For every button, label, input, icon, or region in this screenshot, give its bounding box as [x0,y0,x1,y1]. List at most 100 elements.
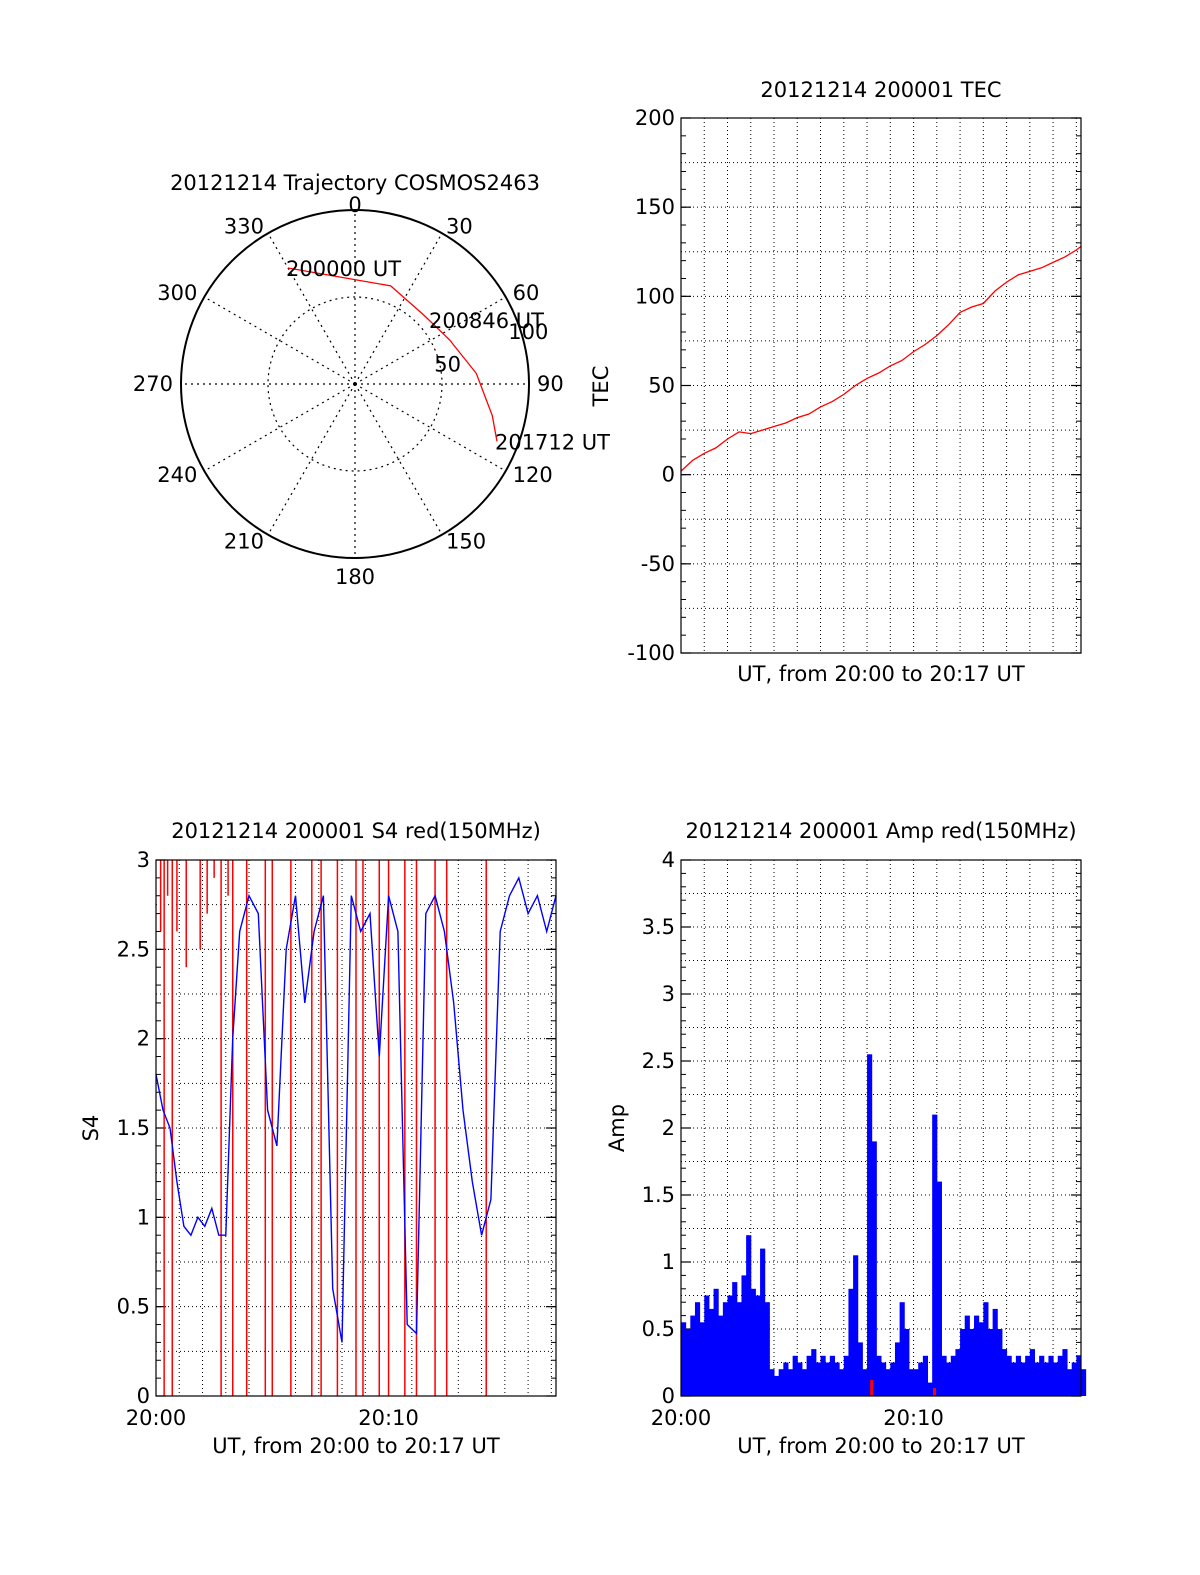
amp-bar [769,1369,775,1396]
y-tick-label: 1 [662,1250,675,1274]
tec-xlabel: UT, from 20:00 to 20:17 UT [737,662,1025,686]
amp-bar [1048,1355,1054,1396]
amp-bar [722,1302,729,1396]
y-tick-label: 150 [635,195,675,219]
polar-angle-label: 240 [157,463,197,487]
y-tick-label: 3.5 [642,915,675,939]
polar-angle-label: 210 [224,530,264,554]
amp-bar [899,1302,905,1396]
amp-bar [792,1355,798,1396]
trajectory-time-label: 200846 UT [429,309,544,333]
amp-bar [829,1355,835,1396]
trajectory-time-label: 200000 UT [286,257,401,281]
polar-spoke [354,233,443,385]
polar-title: 20121214 Trajectory COSMOS2463 [170,171,540,195]
amp-bar [1039,1355,1045,1396]
trajectory-line [287,267,498,442]
s4-y-tick-labels: 0 0.5 1 1.5 2 2.5 3 [117,848,150,1408]
amp-bar [987,1329,994,1396]
amp-bar [727,1295,733,1396]
amp-bar [750,1288,756,1396]
amp-bar [685,1329,691,1396]
y-tick-label: -50 [641,552,675,576]
amp-bar [867,1054,873,1396]
polar-angle-label: 300 [157,281,197,305]
tec-series [680,245,1082,472]
amp-bar [894,1342,901,1396]
amp-title: 20121214 200001 Amp red(150MHz) [685,819,1076,843]
amp-x-tick-labels: 20:00 20:10 [651,1406,944,1430]
amp-bar [718,1315,724,1396]
amp-bar [904,1329,910,1396]
s4-plot: 20121214 200001 S4 red(150MHz) 0 0.5 1 1.5 2… [79,819,557,1458]
amp-bar [1067,1369,1073,1396]
amp-bar [932,1114,938,1396]
amp-bar [834,1362,840,1396]
tec-line [680,245,1082,472]
amp-bar [811,1349,817,1396]
amp-bar [820,1355,826,1396]
tec-frame [680,117,1082,654]
amp-bar [913,1369,919,1396]
polar-spoke [267,233,356,385]
amp-bar [908,1369,915,1396]
amp-bar [1006,1355,1012,1396]
amp-ylabel: Amp [605,1104,629,1152]
polar-angle-label: 30 [446,214,473,238]
amp-bar [787,1369,794,1396]
amp-bar [1001,1349,1008,1396]
trajectory-time-label: 201712 UT [495,430,610,454]
y-tick-label: 1.5 [642,1183,675,1207]
amp-bar [690,1315,696,1396]
polar-angle-label: 150 [446,530,486,554]
y-tick-label: 3 [137,848,150,872]
amp-bar [1043,1362,1049,1396]
amp-bar [713,1288,719,1396]
s4-frame [155,859,557,1397]
amp-bar [732,1282,738,1396]
y-tick-label: 1 [137,1205,150,1229]
amp-bar [857,1342,863,1396]
polar-angle-label: 120 [513,463,553,487]
tec-title: 20121214 200001 TEC [760,78,1001,102]
x-tick-label: 20:00 [651,1406,712,1430]
polar-radius-labels: 50 100 [434,320,548,377]
amp-plot: 20121214 200001 Amp red(150MHz) 0 0.5 1 1.5… [605,819,1087,1458]
polar-angle-label: 0 [348,193,361,217]
amp-bar [1015,1355,1022,1396]
amp-bar [1076,1355,1082,1396]
amp-bar [969,1329,975,1396]
s4-title: 20121214 200001 S4 red(150MHz) [171,819,541,843]
amp-bar [955,1349,961,1396]
amp-bar [876,1355,882,1396]
y-tick-label: 100 [635,284,675,308]
amp-bar [950,1355,956,1396]
polar-annotations: 200000 UT 200846 UT 201712 UT [286,257,610,454]
polar-radius-label: 50 [434,352,461,376]
amp-bar [764,1302,770,1396]
amp-bar [1029,1349,1035,1396]
amp-bar [862,1369,868,1396]
amp-red-bar [870,1379,874,1396]
amp-bar [1025,1355,1031,1396]
amp-bar [848,1288,854,1396]
amp-bar [922,1355,929,1396]
trajectory-polar-plot: 20121214 Trajectory COSMOS2463 0 30 60 90 12… [133,171,610,589]
polar-inner-circle [267,296,443,472]
amp-bar [890,1362,896,1396]
amp-bar [946,1362,952,1396]
amp-frame [680,859,1082,1397]
s4-ylabel: S4 [79,1115,103,1142]
amp-bar [741,1275,747,1396]
amp-bar [699,1322,705,1396]
amp-bar [936,1181,942,1396]
amp-bar [708,1308,715,1396]
y-tick-label: 0 [662,463,675,487]
y-tick-label: 0 [137,1384,150,1408]
polar-radius-label: 100 [508,320,548,344]
amp-bar [801,1369,808,1396]
amp-bar [1034,1362,1040,1396]
amp-bar [983,1302,989,1396]
amp-bar [806,1355,812,1396]
y-tick-label: 2.5 [117,937,150,961]
